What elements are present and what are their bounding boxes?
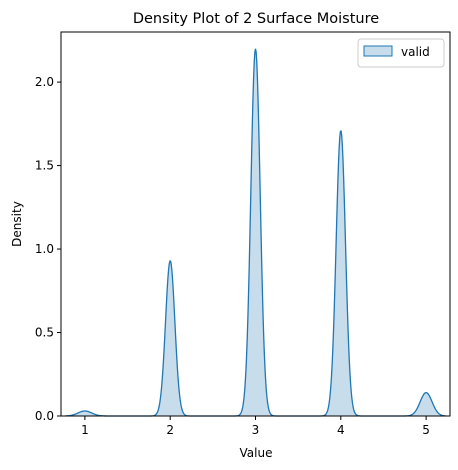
y-axis-ticks: 0.0 0.5 1.0 1.5 2.0 bbox=[35, 75, 61, 423]
legend: valid bbox=[357, 38, 445, 68]
x-axis-label: Value bbox=[240, 446, 273, 460]
x-tick-label: 1 bbox=[81, 423, 89, 437]
y-tick-label: 1.0 bbox=[35, 242, 54, 256]
y-axis-label: Density bbox=[10, 201, 24, 247]
x-tick-label: 3 bbox=[252, 423, 260, 437]
plot-area bbox=[65, 48, 446, 417]
x-tick-label: 2 bbox=[166, 423, 174, 437]
y-tick-label: 2.0 bbox=[35, 75, 54, 89]
legend-swatch-valid bbox=[363, 45, 393, 57]
chart-title: Density Plot of 2 Surface Moisture bbox=[133, 11, 379, 27]
y-tick-label: 1.5 bbox=[35, 159, 54, 173]
x-tick-label: 4 bbox=[337, 423, 345, 437]
legend-label-valid: valid bbox=[401, 45, 430, 59]
x-axis-ticks: 1 2 3 4 5 bbox=[81, 416, 430, 437]
density-fill-valid bbox=[65, 48, 446, 416]
x-tick-label: 5 bbox=[422, 423, 430, 437]
y-tick-label: 0.5 bbox=[35, 326, 54, 340]
y-tick-label: 0.0 bbox=[35, 409, 54, 423]
